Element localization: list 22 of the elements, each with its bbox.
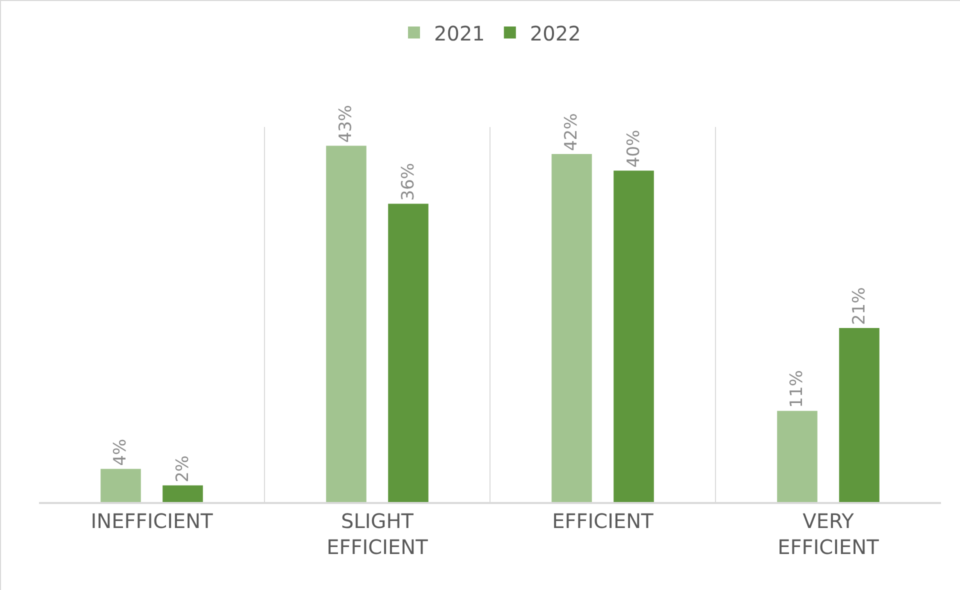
- x-tick-label: INEFFICIENT: [90, 508, 214, 533]
- data-label: 11%: [787, 370, 808, 408]
- bar: [388, 204, 428, 502]
- x-tick-label: EFFICIENT: [552, 508, 654, 533]
- data-label: 43%: [336, 104, 356, 143]
- bar: [777, 410, 818, 502]
- bar: [839, 328, 880, 502]
- x-tick-label: VERY EFFICIENT: [778, 508, 880, 559]
- bar: [552, 154, 592, 502]
- bar: [614, 170, 654, 502]
- legend-label: 2021: [434, 21, 485, 46]
- data-label: 36%: [398, 162, 418, 201]
- bar: [100, 468, 141, 502]
- bar: [326, 146, 366, 502]
- data-label: 2%: [172, 455, 193, 482]
- data-label: 4%: [110, 438, 131, 466]
- data-label: 21%: [849, 287, 870, 326]
- x-tick-label: SLIGHT EFFICIENT: [326, 508, 429, 559]
- data-label: 40%: [624, 130, 644, 168]
- data-label: 42%: [562, 113, 582, 152]
- legend-label: 2022: [530, 21, 581, 46]
- bar: [162, 485, 203, 502]
